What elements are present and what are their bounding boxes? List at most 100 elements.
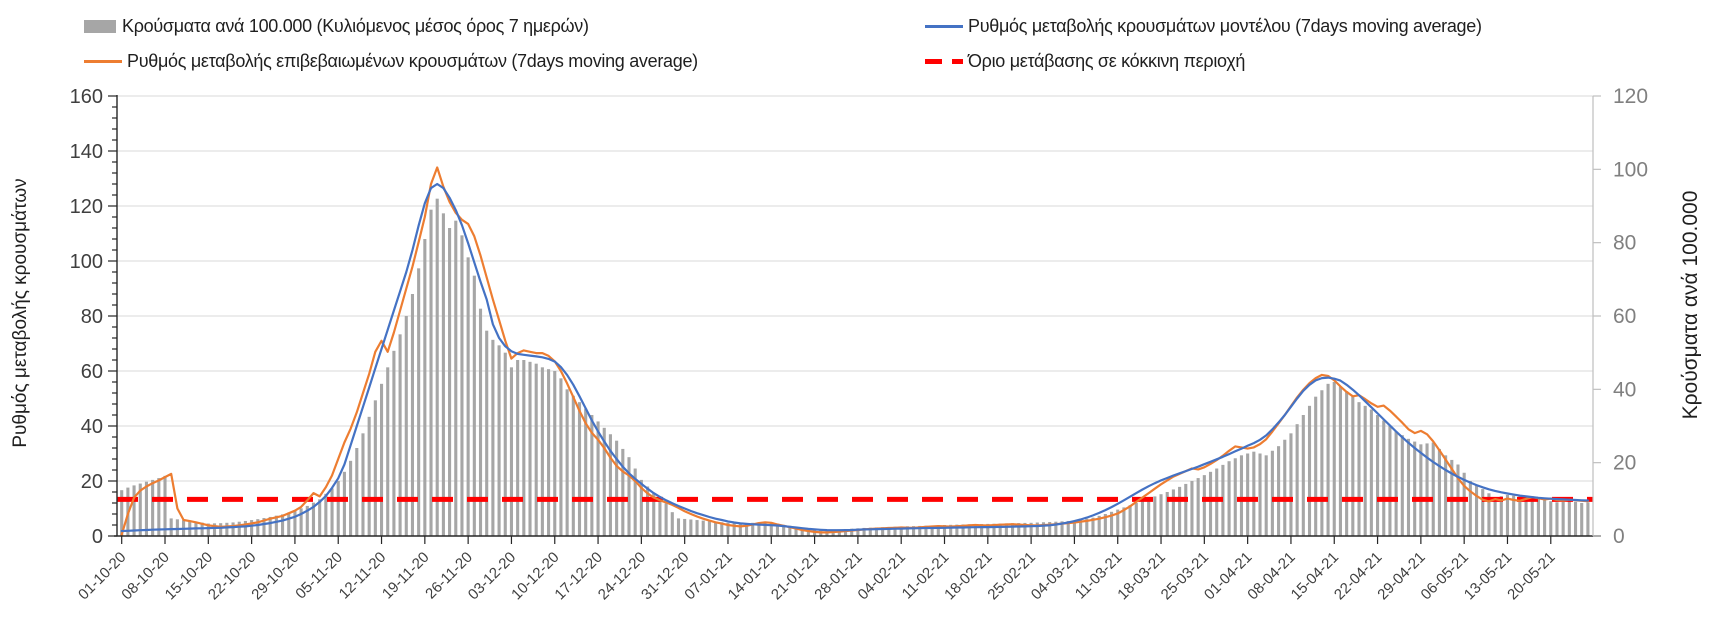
- bar: [1153, 496, 1157, 536]
- bar: [646, 486, 650, 536]
- bar: [237, 521, 241, 536]
- legend-item-red-zone-threshold: Όριο μετάβασης σε κόκκινη περιοχή: [925, 51, 1245, 72]
- bar: [540, 367, 544, 536]
- bar: [243, 520, 247, 536]
- bar: [868, 527, 872, 536]
- bar: [782, 524, 786, 536]
- bar: [256, 519, 260, 536]
- bar: [615, 440, 619, 536]
- bar: [893, 526, 897, 536]
- bar: [274, 515, 278, 536]
- bar: [1314, 396, 1318, 536]
- bar: [1066, 520, 1070, 536]
- bar: [1116, 509, 1120, 536]
- bar: [732, 523, 736, 536]
- bar: [689, 519, 693, 536]
- bar: [596, 421, 600, 536]
- bar: [1462, 472, 1466, 536]
- gridlines: [117, 95, 1593, 482]
- bar: [1011, 523, 1015, 536]
- bar: [1338, 386, 1342, 536]
- bar: [1184, 483, 1188, 536]
- bar: [367, 416, 371, 536]
- bar: [1493, 497, 1497, 536]
- bar: [571, 395, 575, 536]
- bar: [1091, 517, 1095, 536]
- bar: [714, 521, 718, 536]
- bar: [1481, 489, 1485, 536]
- bar: [664, 503, 668, 536]
- bar: [1023, 522, 1027, 536]
- bar: [454, 220, 458, 537]
- bar: [998, 523, 1002, 536]
- y-tick-label-left: 20: [81, 471, 103, 493]
- bar: [1283, 439, 1287, 536]
- bar: [1586, 502, 1590, 536]
- bar: [1134, 503, 1138, 536]
- bar: [633, 468, 637, 536]
- bar: [349, 460, 353, 536]
- bar: [949, 524, 953, 536]
- bar: [361, 433, 365, 536]
- bar: [1505, 494, 1510, 536]
- bar: [287, 512, 291, 536]
- bar: [485, 330, 489, 536]
- bar: [132, 485, 136, 536]
- bar: [608, 434, 612, 536]
- y-tick-label-right: 100: [1613, 158, 1648, 181]
- bar: [881, 527, 885, 536]
- bar: [1530, 498, 1534, 536]
- legend-item-confirmed-rate: Ρυθμός μεταβολής επιβεβαιωμένων κρουσμάτ…: [84, 51, 698, 72]
- bar: [924, 525, 928, 536]
- bar: [1122, 507, 1126, 536]
- bar: [497, 345, 501, 536]
- bar: [856, 528, 860, 536]
- bar: [1277, 446, 1281, 536]
- bar: [905, 526, 909, 536]
- bar: [1363, 405, 1367, 536]
- bar: [225, 522, 229, 536]
- bar: [1345, 391, 1349, 536]
- confirmed-cases-line: [120, 166, 1590, 536]
- bar: [466, 257, 470, 536]
- bar: [961, 524, 965, 536]
- y-tick-label-left: 0: [92, 526, 103, 548]
- bar: [448, 228, 452, 536]
- y-tick-label-left: 120: [70, 196, 103, 218]
- bar: [1437, 448, 1441, 536]
- bar: [373, 400, 377, 536]
- bar: [1215, 468, 1219, 536]
- bar: [627, 457, 631, 536]
- bar: [398, 334, 402, 536]
- bar: [1079, 519, 1083, 536]
- bar: [1258, 453, 1262, 536]
- bar: [918, 525, 922, 536]
- bar: [534, 363, 538, 536]
- bar: [936, 525, 940, 536]
- bar: [986, 523, 990, 536]
- bar: [151, 479, 155, 536]
- bar: [250, 520, 254, 536]
- bar: [1004, 523, 1008, 536]
- bar: [1029, 522, 1033, 536]
- bar: [1202, 475, 1206, 536]
- y-tick-label-right: 120: [1613, 85, 1648, 108]
- y-axis-title-right: Κρούσματα ανά 100.000: [1679, 190, 1702, 420]
- bar: [1326, 383, 1330, 536]
- bar: [311, 502, 316, 536]
- bar: [670, 512, 674, 536]
- bar: [1444, 455, 1448, 536]
- bar: [1543, 500, 1547, 536]
- bar: [516, 360, 520, 536]
- legend-label: Όριο μετάβασης σε κόκκινη περιοχή: [968, 51, 1246, 71]
- bar: [1147, 498, 1151, 536]
- y-tick-label-right: 80: [1613, 232, 1636, 255]
- bar: [1159, 494, 1163, 536]
- bar: [1567, 500, 1571, 536]
- bar-swatch-icon: [84, 20, 116, 33]
- bar: [138, 483, 142, 536]
- bar: [676, 518, 681, 536]
- model-cases-line: [120, 182, 1590, 533]
- bar: [726, 522, 730, 536]
